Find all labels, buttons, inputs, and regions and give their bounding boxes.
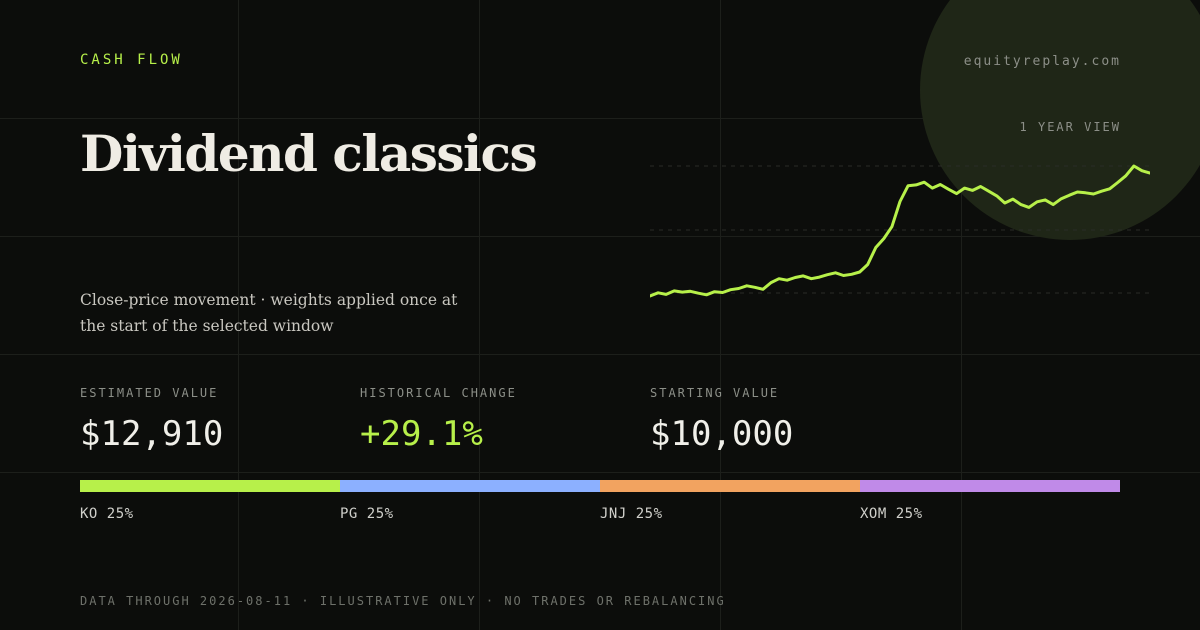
allocation-weight: 25% [106,506,134,522]
stat-value: +29.1% [360,414,483,454]
site-domain[interactable]: equityreplay.com [963,54,1121,69]
category-label: CASH FLOW [80,52,183,68]
allocation-ticker: XOM [860,506,887,522]
allocation-ticker: PG [340,506,358,522]
stat-value: $10,000 [650,414,794,454]
stat-starting-value: STARTING VALUE $10,000 [650,386,793,454]
grid-line [961,0,962,630]
page-title: Dividend classics [80,124,538,183]
allocation-ticker: JNJ [600,506,627,522]
allocation-bar [80,480,1120,492]
allocation-ticker: KO [80,506,98,522]
allocation-segment-pg [340,480,600,492]
allocation-weight: 25% [366,506,394,522]
grid-line [0,118,1200,119]
footer-disclaimer: DATA THROUGH 2026-08-11 · ILLUSTRATIVE O… [80,594,726,608]
allocation-weight: 25% [635,506,663,522]
price-chart [650,164,1150,298]
allocation-segment-ko [80,480,340,492]
allocation-weight: 25% [895,506,923,522]
allocation-segment-jnj [600,480,860,492]
grid-line [720,0,721,630]
grid-line [0,354,1200,355]
grid-line [0,472,1200,473]
stat-label: ESTIMATED VALUE [80,386,219,400]
stat-label: STARTING VALUE [650,386,780,400]
price-line [650,164,1150,298]
allocation-label-ko: KO 25% [80,506,134,522]
stat-value: $12,910 [80,414,224,454]
allocation-segment-xom [860,480,1120,492]
grid-line [479,0,480,630]
stat-estimated-value: ESTIMATED VALUE $12,910 [80,386,223,454]
grid-line [238,0,239,630]
grid-line [0,236,1200,237]
allocation-label-pg: PG 25% [340,506,394,522]
stat-historical-change: HISTORICAL CHANGE +29.1% [360,386,517,454]
range-label: 1 YEAR VIEW [1019,120,1121,134]
allocation-label-xom: XOM 25% [860,506,923,522]
subtitle: Close-price movement · weights applied o… [80,291,458,335]
allocation-legend: KO 25% PG 25% JNJ 25% XOM 25% [80,506,1120,526]
stat-label: HISTORICAL CHANGE [360,386,517,400]
allocation-label-jnj: JNJ 25% [600,506,663,522]
